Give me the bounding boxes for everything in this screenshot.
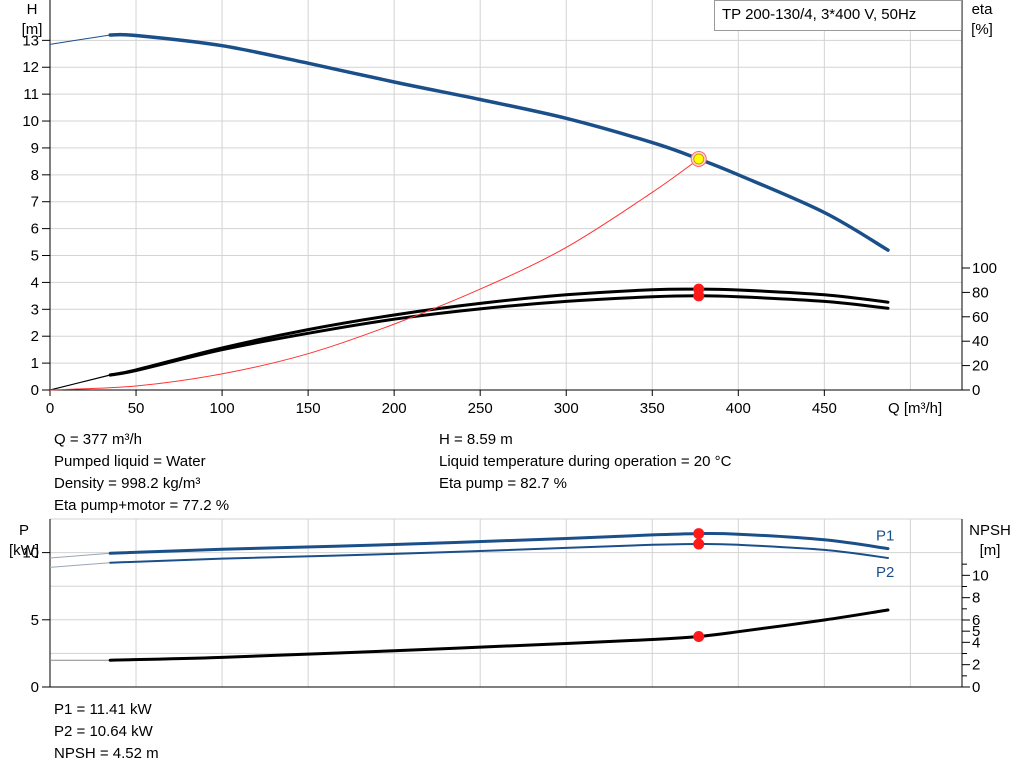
operating-info-right: H = 8.59 m Liquid temperature during ope… <box>439 429 731 495</box>
y-axis-unit: [m] <box>22 21 43 38</box>
y2-axis-unit: [%] <box>971 21 993 38</box>
system-curve <box>49 158 699 391</box>
head-readout: H = 8.59 m <box>439 431 513 448</box>
y-tick-label: 3 <box>31 301 39 318</box>
y2-tick-label: 100 <box>972 260 997 277</box>
y2-axis-unit: [m] <box>980 542 1001 559</box>
p2-curve <box>109 542 889 564</box>
y2-tick-label: 8 <box>972 590 980 607</box>
p1-curve <box>108 531 890 555</box>
x-tick-label: 350 <box>640 400 665 417</box>
y-axis-label: P <box>19 522 29 539</box>
duty-point-marker <box>693 290 705 302</box>
y-tick-label: 13 <box>22 32 39 49</box>
y2-axis-label: eta <box>972 1 994 18</box>
y-tick-label: 11 <box>23 86 39 103</box>
duty-point-marker <box>693 528 705 540</box>
x-tick-label: 400 <box>726 400 751 417</box>
x-axis-label: Q [m³/h] <box>888 400 942 417</box>
eta_pump-curve <box>108 287 890 377</box>
npsh-readout: NPSH = 4.52 m <box>54 745 159 762</box>
p2-readout: P2 = 10.64 kW <box>54 723 153 740</box>
y-tick-label: 12 <box>22 59 39 76</box>
y-tick-label: 6 <box>31 221 39 238</box>
power-info: P1 = 11.41 kW P2 = 10.64 kW NPSH = 4.52 … <box>54 699 159 765</box>
y2-axis-label: NPSH <box>969 522 1011 539</box>
y2-tick-label: 40 <box>972 333 989 350</box>
eta-pump-readout: Eta pump = 82.7 % <box>439 475 567 492</box>
y2-tick-label: 0 <box>972 382 980 399</box>
p1-readout: P1 = 11.41 kW <box>54 701 152 718</box>
y2-tick-label: 6 <box>972 612 980 629</box>
y2-tick-label: 2 <box>972 657 980 674</box>
y-tick-label: 5 <box>31 612 39 629</box>
x-tick-label: 0 <box>46 400 54 417</box>
eta-total-readout: Eta pump+motor = 77.2 % <box>54 497 230 514</box>
head-curve-leadin <box>49 34 111 45</box>
y-tick-label: 10 <box>22 545 39 562</box>
y2-tick-label: 5 <box>972 623 980 640</box>
duty-point-marker <box>693 538 705 550</box>
y2-tick-label: 60 <box>972 309 989 326</box>
liquid-temperature-readout: Liquid temperature during operation = 20… <box>439 453 732 470</box>
y-tick-label: 0 <box>31 679 39 696</box>
x-tick-label: 100 <box>210 400 235 417</box>
series-label-p2: P2 <box>876 564 894 581</box>
series-label-p1: P1 <box>876 528 894 545</box>
x-tick-label: 50 <box>128 400 145 417</box>
y2-tick-label: 20 <box>972 358 989 375</box>
y-tick-label: 0 <box>31 382 39 399</box>
y-tick-label: 8 <box>31 167 39 184</box>
y-tick-label: 7 <box>31 194 39 211</box>
x-tick-label: 150 <box>296 400 321 417</box>
p2-curve-leadin <box>49 562 111 568</box>
x-tick-label: 200 <box>382 400 407 417</box>
y-tick-label: 4 <box>31 274 39 291</box>
flow-readout: Q = 377 m³/h <box>54 431 142 448</box>
y-tick-label: 10 <box>22 113 39 130</box>
y-tick-label: 2 <box>31 328 39 345</box>
density-readout: Density = 998.2 kg/m³ <box>54 475 201 492</box>
pumped-liquid-readout: Pumped liquid = Water <box>54 453 206 470</box>
x-tick-label: 300 <box>554 400 579 417</box>
y2-tick-label: 10 <box>972 567 989 584</box>
p1-curve-leadin <box>49 552 111 559</box>
y2-tick-label: 80 <box>972 284 989 301</box>
y2-tick-label: 4 <box>972 634 980 651</box>
operating-info-left: Q = 377 m³/h Pumped liquid = Water Densi… <box>54 429 229 517</box>
y2-tick-label: 0 <box>972 679 980 696</box>
x-tick-label: 250 <box>468 400 493 417</box>
head-curve <box>108 32 890 252</box>
y-tick-label: 5 <box>31 248 39 265</box>
duty-point-marker <box>693 631 705 643</box>
duty-point-marker <box>693 153 705 165</box>
chart-title: TP 200-130/4, 3*400 V, 50Hz <box>714 0 962 31</box>
y-tick-label: 9 <box>31 140 39 157</box>
y-axis-label: H <box>27 1 38 18</box>
eta_total-curve-leadin <box>49 374 111 391</box>
y-axis-unit: [kW] <box>9 542 39 559</box>
x-tick-label: 450 <box>812 400 837 417</box>
npsh-curve <box>108 608 890 662</box>
y-tick-label: 1 <box>31 355 39 372</box>
eta_total-curve <box>108 294 890 377</box>
